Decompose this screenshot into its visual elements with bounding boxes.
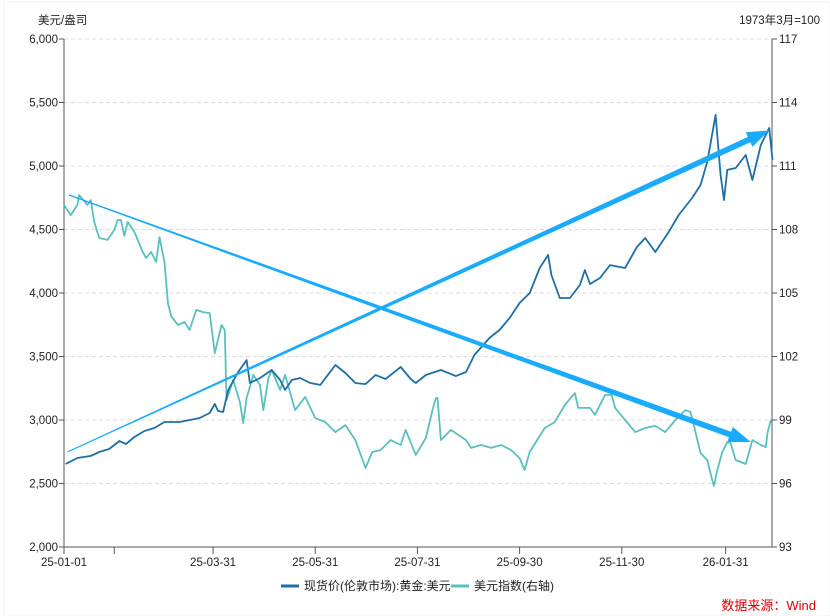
x-tick-label: 25-01-01 — [41, 557, 87, 569]
axes: 2,000 2,500 3,000 3,500 4,000 4,500 5,000 5,500… — [29, 34, 798, 569]
left-tick-label: 3,000 — [29, 415, 58, 427]
x-tick-label: 25-11-30 — [599, 557, 644, 569]
chart-frame — [3, 1, 830, 616]
x-tick-label: 26-01-31 — [703, 557, 749, 569]
x-tick-label: 25-03-31 — [190, 557, 236, 569]
left-tick-label: 3,500 — [29, 352, 58, 364]
right-tick-label: 114 — [779, 98, 798, 110]
gridlines — [64, 38, 772, 484]
downtrend-arrow-icon — [68, 194, 751, 442]
right-tick-label: 105 — [779, 288, 798, 300]
left-tick-label: 2,000 — [29, 542, 58, 554]
uptrend-arrow-icon — [67, 130, 770, 453]
legend: 现货价(伦敦市场):黄金:美元 美元指数(右轴) — [281, 578, 554, 593]
right-tick-label: 117 — [779, 34, 797, 46]
left-axis-title: 美元/盎司 — [38, 13, 87, 27]
series-lines — [63, 114, 774, 487]
legend-label-dxy: 美元指数(右轴) — [474, 578, 554, 593]
left-tick-label: 6,000 — [29, 34, 58, 46]
left-tick-label: 4,500 — [29, 225, 58, 237]
left-tick-label: 5,500 — [29, 98, 58, 110]
right-tick-label: 111 — [779, 161, 796, 173]
right-tick-label: 102 — [779, 352, 798, 364]
x-tick-label: 25-09-30 — [497, 557, 543, 569]
left-tick-label: 2,500 — [29, 479, 58, 491]
right-tick-label: 96 — [779, 479, 792, 491]
right-axis-title: 1973年3月=100 — [739, 13, 820, 27]
annotation-arrows — [67, 130, 770, 453]
right-tick-label: 93 — [779, 542, 792, 554]
x-tick-label: 25-07-31 — [394, 557, 440, 569]
right-tick-label: 108 — [779, 225, 798, 237]
x-tick-label: 25-05-31 — [292, 557, 338, 569]
right-tick-label: 99 — [779, 415, 792, 427]
left-tick-label: 5,000 — [29, 161, 58, 173]
gold-price-line — [65, 114, 774, 465]
left-tick-label: 4,000 — [29, 288, 58, 300]
legend-label-gold: 现货价(伦敦市场):黄金:美元 — [304, 578, 451, 593]
data-source: 数据来源：Wind — [721, 598, 816, 613]
